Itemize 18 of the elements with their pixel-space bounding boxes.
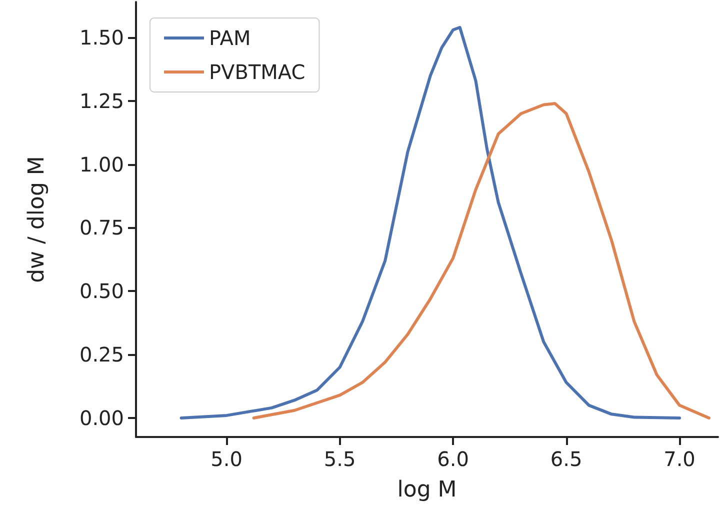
y-tick-label: 0.00 [79,406,124,430]
line-series [180,26,681,420]
y-tick-label: 1.25 [79,88,124,113]
line-series [252,102,710,420]
y-tick-label: 1.50 [79,26,124,50]
y-axis-title: dw / dlog M [24,156,50,283]
y-tick-label: 1.00 [79,152,124,176]
x-axis-title: log M [397,478,457,502]
y-tick-label: 0.75 [79,216,124,240]
y-tick-label: 0.50 [79,279,124,304]
x-tick-label: 5.0 [210,447,242,471]
x-tick-label: 6.0 [437,447,469,471]
x-tick-label: 6.5 [550,447,582,471]
legend-label: PAM [209,26,251,50]
x-tick-label: 5.5 [324,447,356,471]
y-tick-label: 0.25 [79,342,124,367]
x-tick-label: 7.0 [664,447,696,471]
legend-label: PVBTMAC [209,60,306,84]
